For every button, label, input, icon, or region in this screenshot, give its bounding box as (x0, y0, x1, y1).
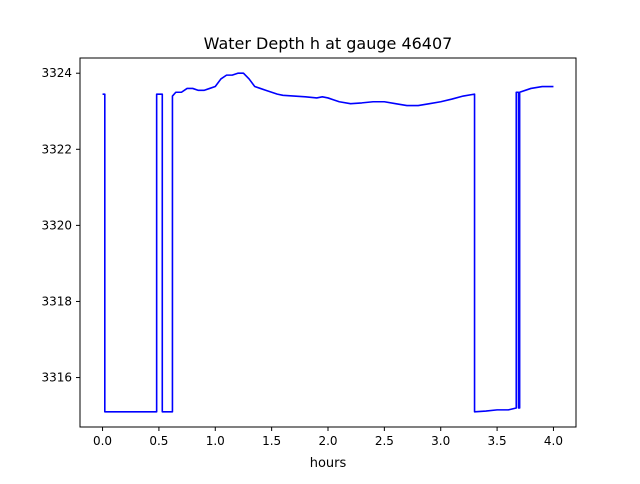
x-tick-label: 2.5 (375, 434, 394, 448)
x-tick-label: 0.5 (149, 434, 168, 448)
chart-title: Water Depth h at gauge 46407 (204, 34, 453, 53)
x-tick-label: 3.0 (431, 434, 450, 448)
y-tick-label: 3316 (41, 371, 72, 385)
y-tick-label: 3322 (41, 142, 72, 156)
x-tick-label: 1.5 (262, 434, 281, 448)
plot-area-frame (79, 57, 577, 428)
y-tick-label: 3320 (41, 218, 72, 232)
y-tick-label: 3324 (41, 66, 72, 80)
series-line (102, 72, 554, 413)
x-axis-ticks: 0.0 0.5 1.0 1.5 2.0 2.5 3.0 3.5 4.0 (93, 427, 563, 448)
x-tick-label: 0.0 (93, 434, 112, 448)
x-axis-label: hours (310, 456, 347, 471)
x-tick-label: 2.0 (318, 434, 337, 448)
x-tick-label: 1.0 (206, 434, 225, 448)
x-tick-label: 3.5 (488, 434, 507, 448)
y-axis-ticks: 3316 3318 3320 3322 3324 (41, 66, 80, 385)
series-layer (102, 72, 554, 413)
x-tick-label: 4.0 (544, 434, 563, 448)
y-tick-label: 3318 (41, 294, 72, 308)
